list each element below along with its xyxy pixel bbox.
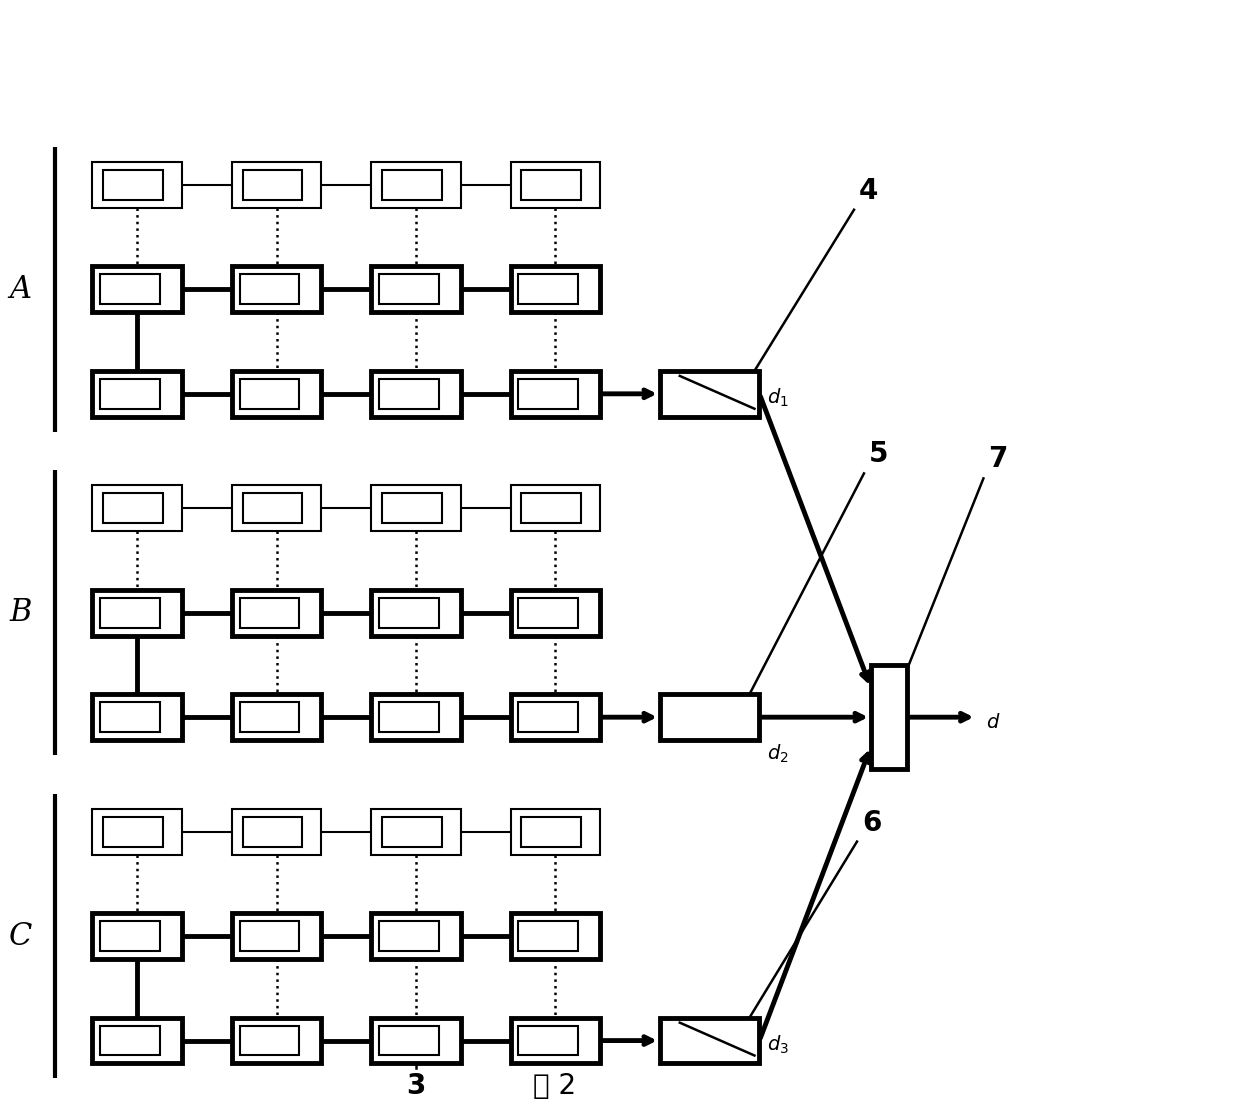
Text: 5: 5 bbox=[869, 441, 888, 469]
Bar bbox=[372, 266, 461, 313]
Bar bbox=[660, 695, 760, 740]
Bar bbox=[510, 266, 600, 313]
Bar bbox=[519, 922, 578, 951]
Bar bbox=[379, 702, 438, 732]
Bar bbox=[519, 598, 578, 628]
Text: 4: 4 bbox=[859, 177, 878, 205]
Bar bbox=[101, 378, 160, 408]
Bar bbox=[379, 598, 438, 628]
Bar bbox=[519, 1026, 578, 1055]
Bar bbox=[232, 485, 321, 531]
Text: $d_2$: $d_2$ bbox=[767, 743, 789, 766]
Bar bbox=[92, 266, 181, 313]
Bar bbox=[92, 590, 181, 636]
Bar bbox=[101, 702, 160, 732]
Bar bbox=[239, 702, 300, 732]
Bar bbox=[243, 493, 302, 523]
Bar bbox=[519, 378, 578, 408]
Bar bbox=[372, 371, 461, 416]
Bar bbox=[372, 913, 461, 959]
Bar bbox=[372, 485, 461, 531]
Bar bbox=[101, 922, 160, 951]
Bar bbox=[103, 817, 163, 847]
Bar bbox=[510, 695, 600, 740]
Bar bbox=[372, 162, 461, 208]
Text: 7: 7 bbox=[988, 445, 1008, 473]
Bar bbox=[372, 809, 461, 855]
Bar bbox=[232, 809, 321, 855]
Bar bbox=[243, 170, 302, 200]
Text: 3: 3 bbox=[406, 1073, 426, 1101]
Bar bbox=[243, 817, 302, 847]
Bar bbox=[92, 913, 181, 959]
Bar bbox=[382, 493, 442, 523]
Text: $d$: $d$ bbox=[987, 712, 1000, 731]
Bar bbox=[372, 695, 461, 740]
Bar bbox=[232, 162, 321, 208]
Bar bbox=[379, 922, 438, 951]
Bar bbox=[522, 493, 581, 523]
Text: 6: 6 bbox=[862, 809, 881, 837]
Text: C: C bbox=[9, 920, 33, 952]
Bar bbox=[382, 817, 442, 847]
Bar bbox=[239, 378, 300, 408]
Text: $d_1$: $d_1$ bbox=[767, 386, 789, 408]
Bar bbox=[519, 275, 578, 304]
Bar bbox=[510, 1017, 600, 1063]
Bar bbox=[92, 809, 181, 855]
Bar bbox=[510, 371, 600, 416]
Bar bbox=[510, 809, 600, 855]
Bar bbox=[232, 913, 321, 959]
Bar bbox=[232, 266, 321, 313]
Bar bbox=[92, 695, 181, 740]
Bar bbox=[232, 371, 321, 416]
Bar bbox=[92, 1017, 181, 1063]
Bar bbox=[103, 493, 163, 523]
Bar bbox=[510, 485, 600, 531]
Text: B: B bbox=[10, 598, 32, 628]
Bar bbox=[372, 590, 461, 636]
Bar bbox=[232, 590, 321, 636]
Bar bbox=[379, 275, 438, 304]
Text: $d_3$: $d_3$ bbox=[767, 1033, 789, 1056]
Bar bbox=[92, 485, 181, 531]
Text: 图 2: 图 2 bbox=[533, 1072, 576, 1101]
Bar bbox=[871, 664, 907, 769]
Bar bbox=[382, 170, 442, 200]
Bar bbox=[510, 590, 600, 636]
Bar bbox=[379, 1026, 438, 1055]
Text: A: A bbox=[10, 274, 32, 305]
Bar bbox=[522, 817, 581, 847]
Bar bbox=[510, 162, 600, 208]
Bar bbox=[92, 371, 181, 416]
Bar bbox=[379, 378, 438, 408]
Bar bbox=[239, 598, 300, 628]
Bar bbox=[101, 275, 160, 304]
Bar bbox=[232, 1017, 321, 1063]
Bar bbox=[660, 371, 760, 416]
Bar bbox=[372, 1017, 461, 1063]
Bar bbox=[510, 913, 600, 959]
Bar bbox=[660, 1017, 760, 1063]
Bar bbox=[239, 922, 300, 951]
Bar bbox=[239, 1026, 300, 1055]
Bar bbox=[239, 275, 300, 304]
Bar bbox=[232, 695, 321, 740]
Bar bbox=[103, 170, 163, 200]
Bar bbox=[101, 1026, 160, 1055]
Bar bbox=[92, 162, 181, 208]
Bar bbox=[522, 170, 581, 200]
Bar bbox=[519, 702, 578, 732]
Bar bbox=[101, 598, 160, 628]
